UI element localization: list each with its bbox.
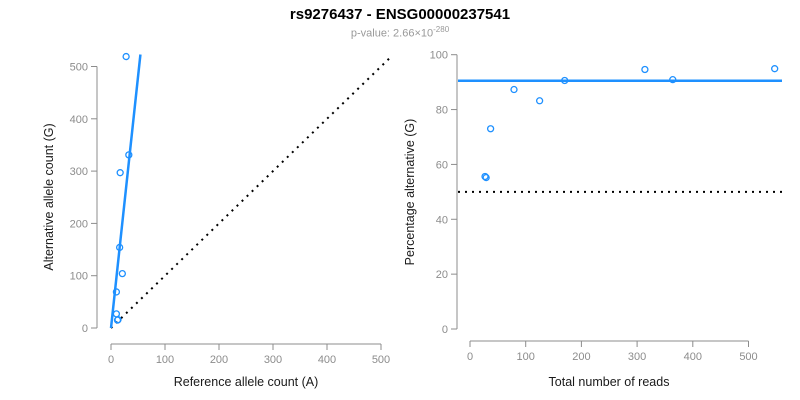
x-tick-label: 200 bbox=[572, 351, 590, 363]
figure-subtitle: p-value: 2.66×10-280 bbox=[0, 25, 800, 40]
data-point bbox=[481, 172, 489, 181]
x-axis-title: Reference allele count (A) bbox=[174, 375, 319, 389]
identity-line bbox=[110, 56, 392, 329]
x-tick-label: 500 bbox=[372, 354, 390, 366]
y-tick-label: 100 bbox=[430, 50, 448, 62]
data-point bbox=[118, 269, 126, 278]
data-point bbox=[125, 151, 133, 159]
y-axis-title: Percentage alternative (G) bbox=[403, 119, 417, 266]
data-point bbox=[669, 76, 677, 84]
x-tick-label: 400 bbox=[684, 351, 702, 363]
pvalue-exponent: -280 bbox=[433, 25, 450, 34]
x-tick-label: 100 bbox=[517, 351, 535, 363]
data-point bbox=[112, 288, 121, 296]
y-tick-label: 100 bbox=[70, 271, 88, 283]
y-tick-label: 80 bbox=[436, 105, 448, 117]
x-tick-label: 0 bbox=[108, 354, 114, 366]
y-tick-label: 500 bbox=[70, 62, 88, 74]
x-tick-label: 200 bbox=[210, 354, 228, 366]
data-point bbox=[112, 310, 121, 318]
y-tick-label: 200 bbox=[70, 218, 88, 230]
y-tick-label: 40 bbox=[436, 214, 448, 226]
x-tick-label: 400 bbox=[318, 354, 336, 366]
y-tick-label: 0 bbox=[442, 324, 448, 336]
data-point bbox=[641, 65, 649, 74]
figure-title: rs9276437 - ENSG00000237541 bbox=[289, 6, 511, 23]
data-point bbox=[122, 52, 130, 61]
x-axis-title: Total number of reads bbox=[549, 375, 670, 389]
regression-line bbox=[109, 54, 142, 329]
x-tick-label: 100 bbox=[156, 354, 174, 366]
y-axis-title: Alternative allele count (G) bbox=[42, 123, 56, 270]
y-tick-label: 300 bbox=[70, 166, 88, 178]
x-tick-label: 300 bbox=[264, 354, 282, 366]
data-point bbox=[115, 243, 124, 252]
data-point bbox=[486, 125, 495, 133]
y-tick-label: 20 bbox=[436, 269, 448, 281]
x-tick-label: 0 bbox=[467, 351, 473, 363]
data-point bbox=[116, 169, 124, 177]
data-point bbox=[510, 85, 518, 94]
data-point bbox=[482, 173, 490, 182]
y-tick-label: 0 bbox=[82, 323, 88, 335]
y-tick-label: 400 bbox=[70, 114, 88, 126]
y-tick-label: 60 bbox=[436, 159, 448, 171]
pvalue-text: p-value: 2.66×10 bbox=[350, 27, 434, 40]
data-point bbox=[771, 65, 779, 73]
data-point bbox=[561, 76, 569, 85]
x-tick-label: 500 bbox=[739, 351, 757, 363]
data-point bbox=[535, 97, 544, 105]
x-tick-label: 300 bbox=[628, 351, 646, 363]
